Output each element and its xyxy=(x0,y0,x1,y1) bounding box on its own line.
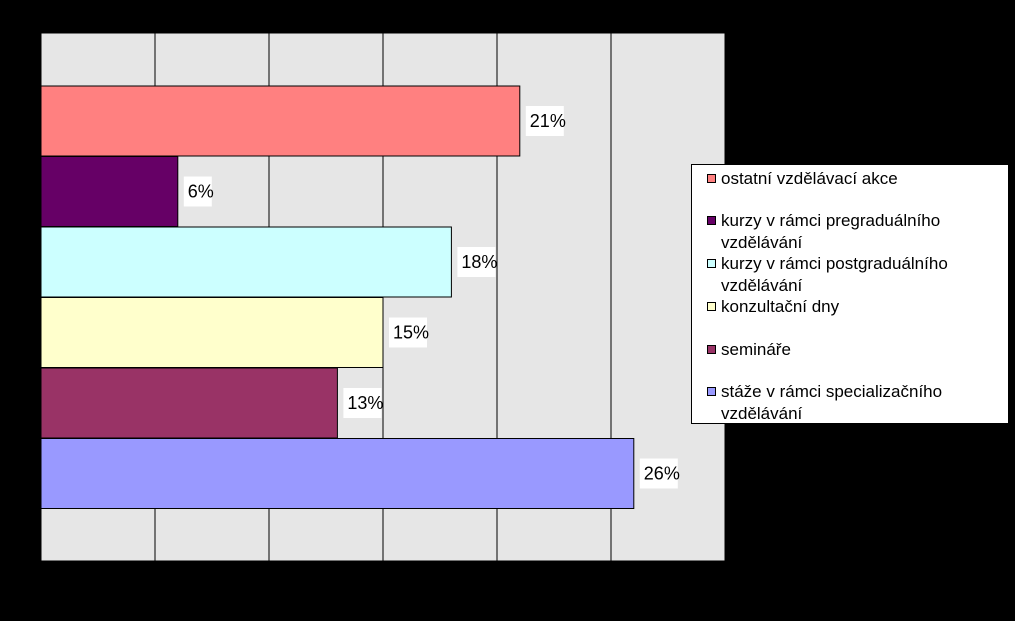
data-label-text: 18% xyxy=(461,252,497,272)
legend-label: konzultační dny xyxy=(721,297,840,316)
data-label-text: 6% xyxy=(188,182,214,202)
data-label-text: 26% xyxy=(644,464,680,484)
bar xyxy=(40,438,635,509)
legend-swatch xyxy=(707,302,716,311)
data-label: 18% xyxy=(457,247,497,277)
data-label: 21% xyxy=(525,106,566,136)
legend-item: ostatní vzdělávací akce xyxy=(707,168,1007,190)
data-label: 13% xyxy=(343,388,383,418)
legend-item: kurzy v rámci postgraduálního vzdělávání xyxy=(707,253,1007,297)
legend-item: semináře xyxy=(707,339,1007,361)
data-label-text: 21% xyxy=(530,111,566,131)
legend-item: stáže v rámci specializačního vzdělávání xyxy=(707,381,1007,425)
bar xyxy=(40,85,521,157)
legend-item: kurzy v rámci pregraduálního vzdělávání xyxy=(707,210,1007,254)
bars xyxy=(40,85,635,509)
legend-label: semináře xyxy=(721,340,791,359)
legend-swatch xyxy=(707,174,716,183)
bar xyxy=(40,367,338,439)
data-label-box xyxy=(389,317,427,348)
data-label: 15% xyxy=(389,317,429,348)
data-label-text: 13% xyxy=(347,393,383,413)
legend-label: kurzy v rámci pregraduálního vzdělávání xyxy=(721,211,941,252)
bar xyxy=(40,226,452,298)
bar xyxy=(40,156,179,227)
legend-label: stáže v rámci specializačního vzdělávání xyxy=(721,382,943,423)
legend-swatch xyxy=(707,387,716,396)
legend-item: konzultační dny xyxy=(707,296,1007,318)
data-label: 6% xyxy=(183,176,214,207)
legend-swatch xyxy=(707,259,716,268)
data-label-text: 15% xyxy=(393,323,429,343)
data-label-box xyxy=(525,106,564,136)
legend: ostatní vzdělávací akce kurzy v rámci pr… xyxy=(691,164,1009,424)
data-label-box xyxy=(457,247,496,277)
legend-label: ostatní vzdělávací akce xyxy=(721,169,898,188)
data-label-box xyxy=(343,388,382,418)
bar xyxy=(40,297,384,368)
data-labels: 21% 6% 18% 15% 13% 26% xyxy=(183,106,680,489)
data-label-box xyxy=(183,176,212,207)
legend-label: kurzy v rámci postgraduálního vzdělávání xyxy=(721,254,948,295)
legend-swatch xyxy=(707,345,716,354)
legend-swatch xyxy=(707,216,716,225)
data-label-box xyxy=(639,458,678,489)
data-label: 26% xyxy=(639,458,680,489)
